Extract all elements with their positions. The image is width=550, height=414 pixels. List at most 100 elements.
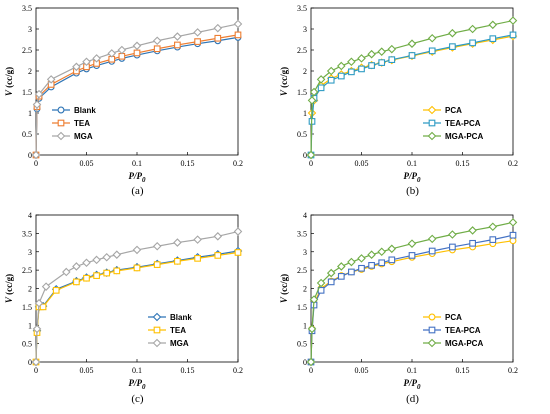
data-point <box>488 20 498 30</box>
data-point <box>357 54 366 63</box>
series-mga-pca <box>306 16 518 160</box>
legend-label: TEA <box>170 326 186 335</box>
data-point <box>72 262 81 271</box>
data-point <box>337 72 345 80</box>
data-point <box>327 278 335 286</box>
x-axis-title: P/P0 <box>404 171 422 184</box>
plot-frame <box>35 214 239 363</box>
data-point <box>193 235 202 244</box>
data-point <box>214 34 222 42</box>
series-mga <box>31 19 243 160</box>
data-point <box>509 237 517 245</box>
legend-swatch-marker <box>427 338 437 348</box>
y-axis-title: V (cc/g) <box>279 274 289 303</box>
data-point <box>488 222 498 232</box>
data-point <box>408 252 416 259</box>
panel-label-b: (b) <box>406 185 419 197</box>
data-point <box>448 230 457 239</box>
legend-label: MGA-PCA <box>445 132 483 141</box>
data-point <box>62 267 71 277</box>
data-point <box>378 59 386 66</box>
legend-swatch-marker <box>427 131 437 141</box>
y-tick-label: 2.5 <box>297 46 307 55</box>
data-point <box>358 264 365 272</box>
y-tick-label: 3.5 <box>22 4 32 13</box>
chart-svg-c: 0 0.5 1 1.5 2 2.5 3 3.5 4 0 0.05 0.1 0.15 0.2 P/P0 V (c… <box>4 211 243 391</box>
y-tick-label: 1.5 <box>297 88 307 97</box>
y-axis-title: V (cc/g) <box>279 67 289 96</box>
data-point <box>508 218 518 227</box>
x-axis-title: P/P0 <box>129 171 147 184</box>
data-point <box>31 150 41 160</box>
data-point <box>508 16 518 25</box>
data-point <box>193 28 202 37</box>
series-tea-pca <box>307 231 517 366</box>
legend-label: MGA <box>74 132 93 141</box>
data-point <box>93 272 100 279</box>
data-point <box>39 303 47 311</box>
data-point <box>102 252 111 262</box>
x-tick-label: 0.2 <box>508 366 518 375</box>
data-point <box>307 324 317 334</box>
legend-swatch-marker <box>56 131 66 141</box>
data-point <box>174 257 181 265</box>
data-point <box>468 226 477 235</box>
legend-label: Blank <box>170 313 192 322</box>
data-point <box>174 41 181 49</box>
data-point <box>368 62 375 69</box>
chart-svg-a: 0 0.5 1 1.5 2 2.5 3 3.5 0 0.05 0.1 0.15 0.2 P/P0 V (cc… <box>4 4 243 184</box>
data-point <box>348 268 355 276</box>
legend-label: Blank <box>74 106 96 115</box>
data-point <box>118 52 126 60</box>
data-point <box>387 44 397 54</box>
data-point <box>347 257 356 267</box>
data-point <box>427 234 437 244</box>
data-point <box>46 75 56 84</box>
data-point <box>309 295 319 304</box>
x-tick-label: 0.1 <box>132 366 142 375</box>
data-point <box>213 23 223 33</box>
x-tick-label: 0.2 <box>508 159 518 168</box>
x-tick-label: 0.2 <box>233 159 243 168</box>
y-tick-label: 1.5 <box>22 303 32 312</box>
data-point <box>509 31 517 39</box>
data-point <box>132 41 142 51</box>
chart-panel-b: 0 0.5 1 1.5 2 2.5 3 3.5 0 0.05 0.1 0.15 0.2 P/P0 V (cc… <box>275 0 550 207</box>
legend-label: PCA <box>445 106 462 115</box>
y-axis-title: V (cc/g) <box>4 274 14 303</box>
series-mga <box>31 227 243 367</box>
legend-label: TEA-PCA <box>445 119 481 128</box>
chart-panel-d: 0 0.5 1 1.5 2 2.5 3 3.5 4 0 0.05 0.1 0.15 0.2 P/P0 V (c… <box>275 207 550 414</box>
y-tick-label: 0.5 <box>297 130 307 139</box>
data-point <box>233 227 243 236</box>
series-line <box>35 230 239 363</box>
series-tea <box>32 31 242 159</box>
panel-label-d: (d) <box>406 393 419 405</box>
data-point <box>32 100 42 109</box>
data-point <box>367 250 376 259</box>
x-tick-label: 0.1 <box>407 159 417 168</box>
data-point <box>367 49 376 59</box>
data-point <box>469 239 476 247</box>
data-point <box>153 45 161 53</box>
legend-label: TEA-PCA <box>445 326 481 335</box>
legend-swatch-marker <box>152 338 162 348</box>
data-point <box>448 28 457 38</box>
data-point <box>82 258 91 268</box>
x-tick-label: 0 <box>34 159 38 168</box>
data-point <box>133 264 141 272</box>
x-tick-label: 0.05 <box>355 366 369 375</box>
data-point <box>132 245 142 255</box>
data-point <box>117 45 127 55</box>
panel-label-c: (c) <box>131 393 144 405</box>
data-point <box>407 39 417 48</box>
y-tick-label: 4 <box>28 211 32 220</box>
data-point <box>194 255 201 262</box>
y-tick-label: 2 <box>28 285 32 294</box>
data-point <box>194 38 201 45</box>
data-point <box>306 357 316 367</box>
x-tick-label: 0.05 <box>80 366 94 375</box>
data-point <box>337 273 345 280</box>
data-point <box>73 278 80 286</box>
y-tick-label: 1.5 <box>22 88 32 97</box>
